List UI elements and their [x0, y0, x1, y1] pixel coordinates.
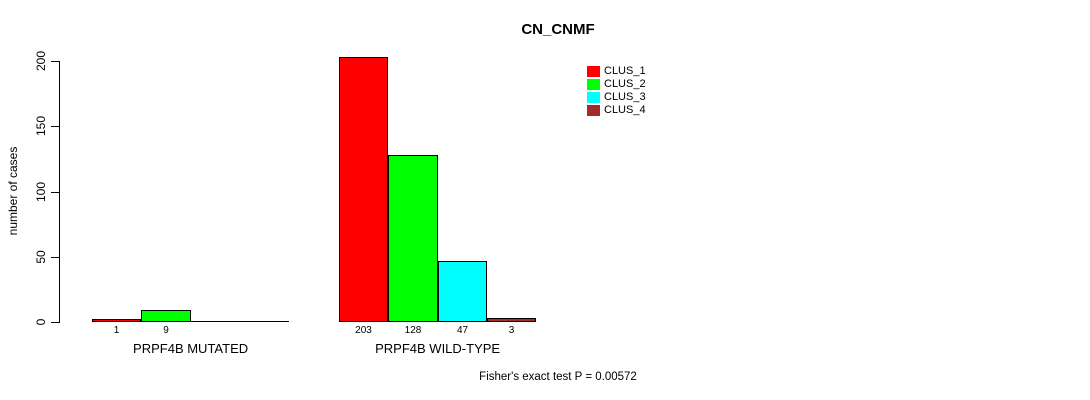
legend-swatch-clus_4: [587, 105, 600, 116]
bar-clus_2: [141, 310, 191, 322]
y-axis-tick-label: 100: [34, 181, 48, 203]
y-axis-tick: [51, 126, 59, 127]
legend-swatch-clus_3: [587, 92, 600, 103]
y-axis-tick: [51, 61, 59, 62]
chart-title: CN_CNMF: [521, 21, 595, 38]
y-axis-tick-label: 200: [34, 50, 48, 72]
bar-clus_3: [438, 261, 487, 322]
y-axis-tick: [51, 192, 59, 193]
legend-label: CLUS_3: [604, 91, 646, 103]
bar-value-label: 47: [456, 325, 469, 336]
category-label: PRPF4B MUTATED: [133, 341, 249, 356]
bar-clus_2: [388, 155, 438, 322]
bar-clus_1: [339, 57, 388, 322]
bar-clus_4-zero: [240, 321, 289, 322]
bar-clus_3-zero: [191, 321, 240, 322]
bar-value-label: 9: [163, 325, 169, 336]
legend-item: CLUS_3: [587, 91, 646, 104]
bar-value-label: 203: [355, 325, 372, 336]
legend-swatch-clus_1: [587, 66, 600, 77]
bar-value-label: 1: [113, 325, 120, 336]
legend-label: CLUS_2: [604, 78, 646, 90]
legend-label: CLUS_1: [604, 65, 646, 77]
legend-label: CLUS_4: [604, 104, 646, 116]
y-axis-title: number of cases: [6, 146, 20, 236]
bar-clus_1: [92, 319, 141, 322]
bar-clus_4: [487, 318, 536, 322]
category-label: PRPF4B WILD-TYPE: [375, 341, 501, 356]
legend-item: CLUS_2: [587, 78, 646, 91]
legend-item: CLUS_1: [587, 65, 646, 78]
y-axis-line: [59, 61, 60, 323]
y-axis-tick-label: 0: [34, 318, 48, 326]
y-axis-tick: [51, 257, 59, 258]
legend: CLUS_1 CLUS_2 CLUS_3 CLUS_4: [587, 65, 646, 117]
legend-item: CLUS_4: [587, 104, 646, 117]
bar-value-label: 3: [508, 325, 515, 336]
bar-value-label: 128: [404, 325, 422, 336]
y-axis-tick: [51, 322, 59, 323]
y-axis-tick-label: 150: [34, 115, 48, 137]
fisher-test-annotation: Fisher's exact test P = 0.00572: [479, 371, 637, 383]
legend-swatch-clus_2: [587, 79, 600, 90]
y-axis-tick-label: 50: [34, 250, 48, 264]
